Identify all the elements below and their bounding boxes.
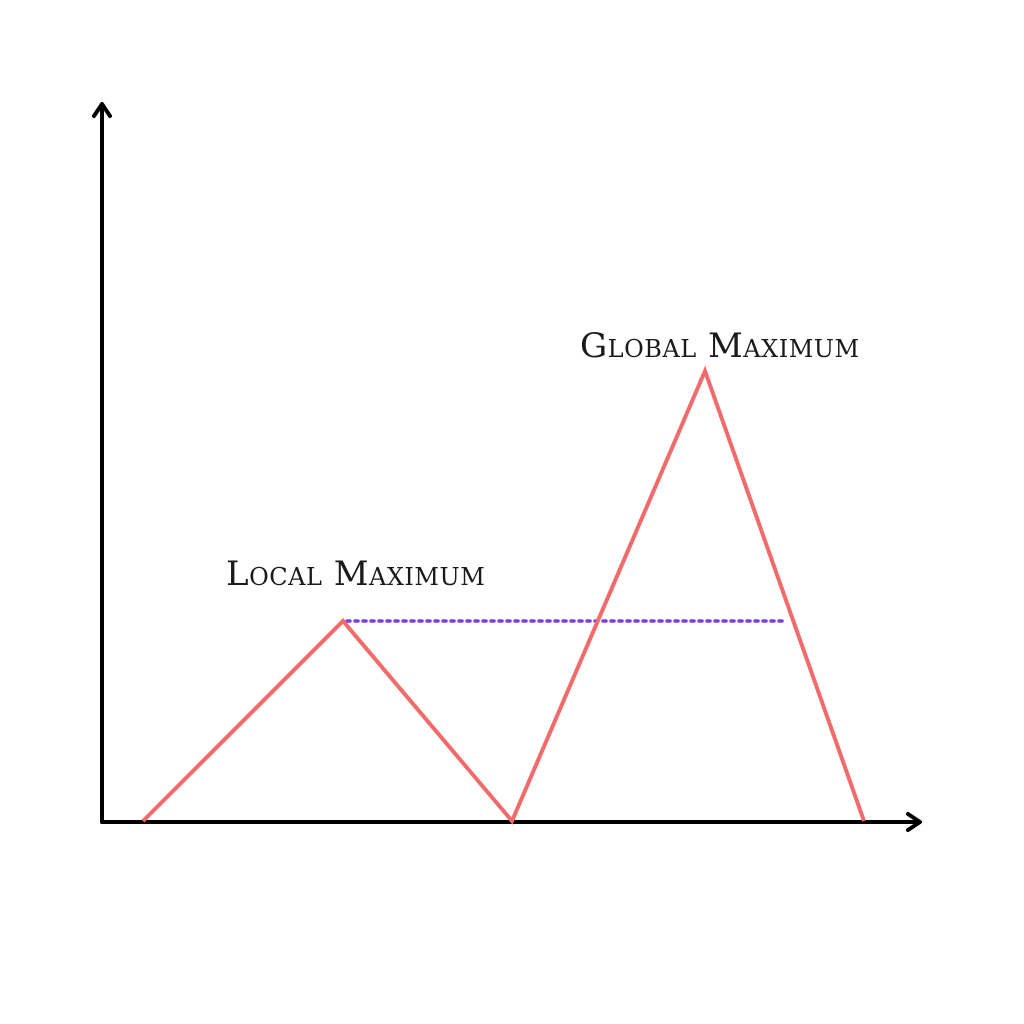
- axes: [92, 102, 922, 832]
- x-axis-arrowhead: [906, 812, 922, 832]
- y-axis-arrowhead: [92, 102, 112, 118]
- curve-line: [141, 365, 866, 825]
- global-maximum-label: Global Maximum: [580, 326, 860, 366]
- local-maximum-label: Local Maximum: [226, 554, 485, 594]
